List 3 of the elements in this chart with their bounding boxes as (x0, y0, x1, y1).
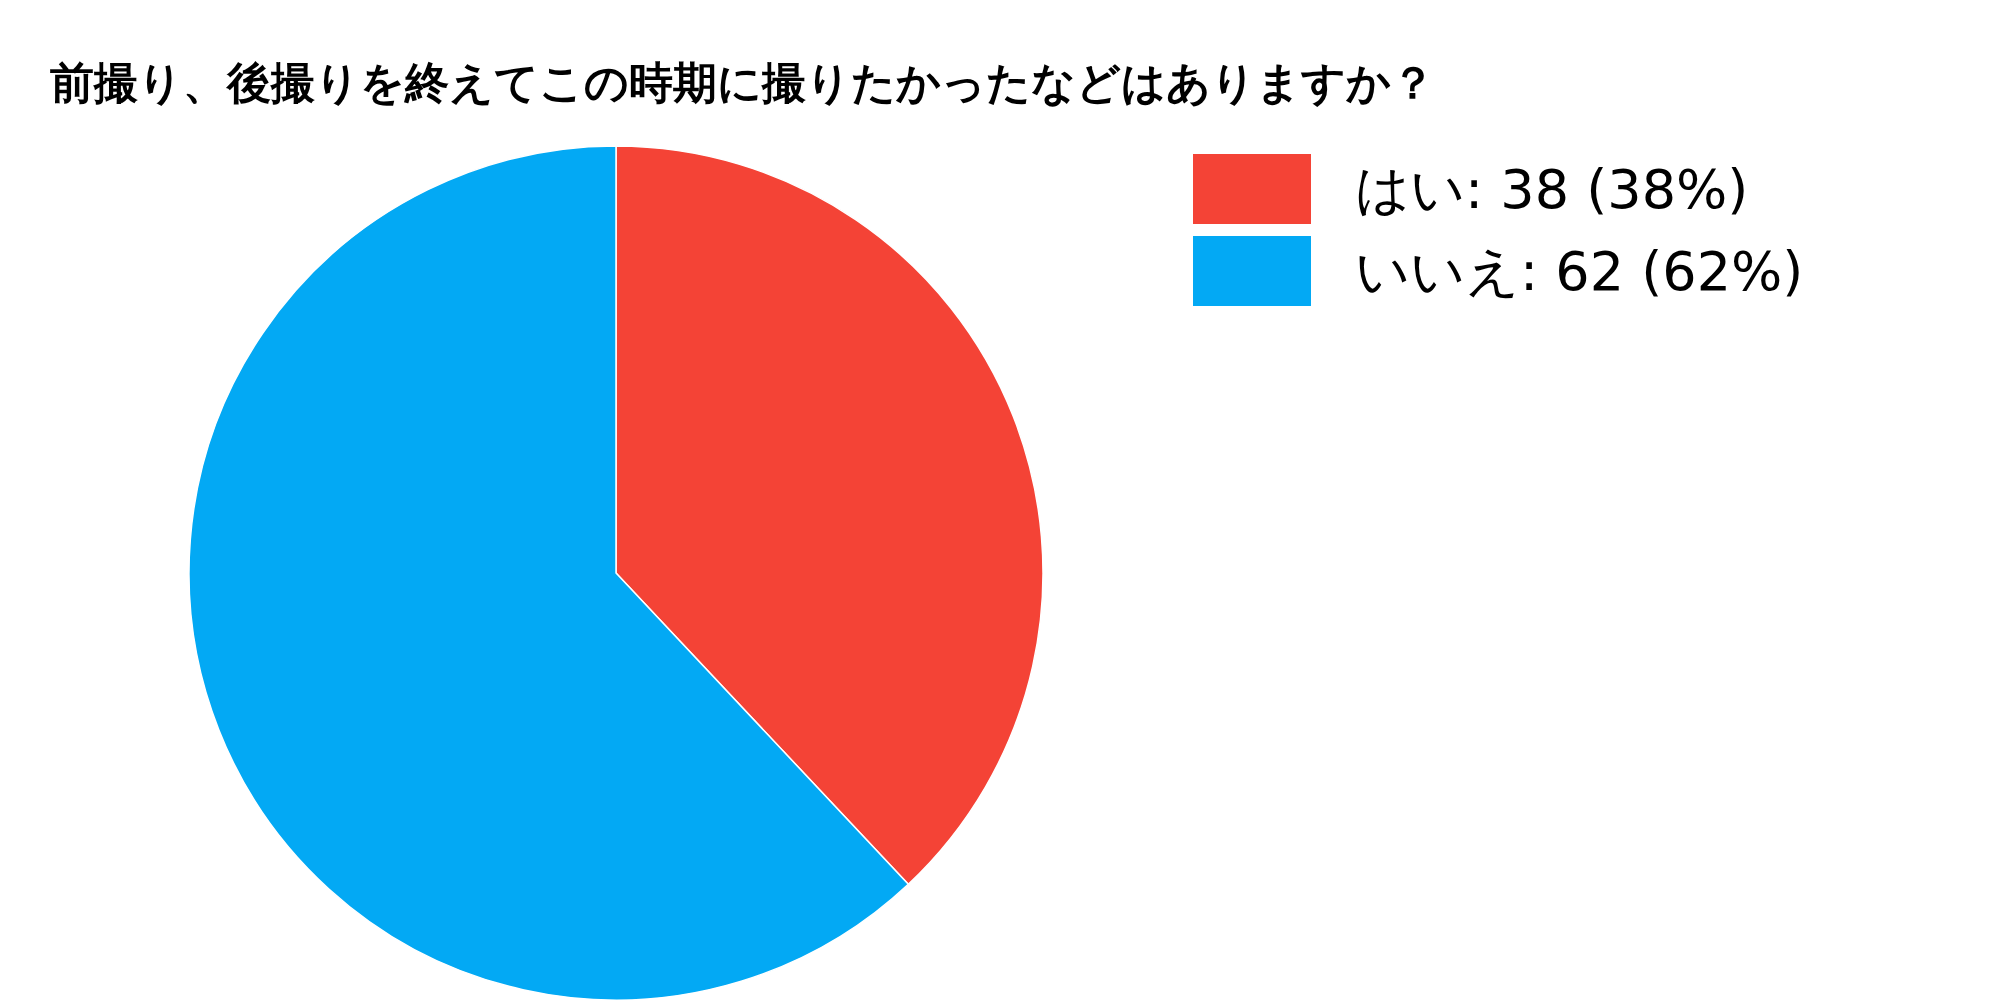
chart-title: 前撮り、後撮りを終えてこの時期に撮りたかったなどはありますか？ (50, 57, 1435, 108)
legend-label: はい: 38 (38%) (1355, 158, 1749, 221)
legend-label: いいえ: 62 (62%) (1355, 240, 1804, 303)
